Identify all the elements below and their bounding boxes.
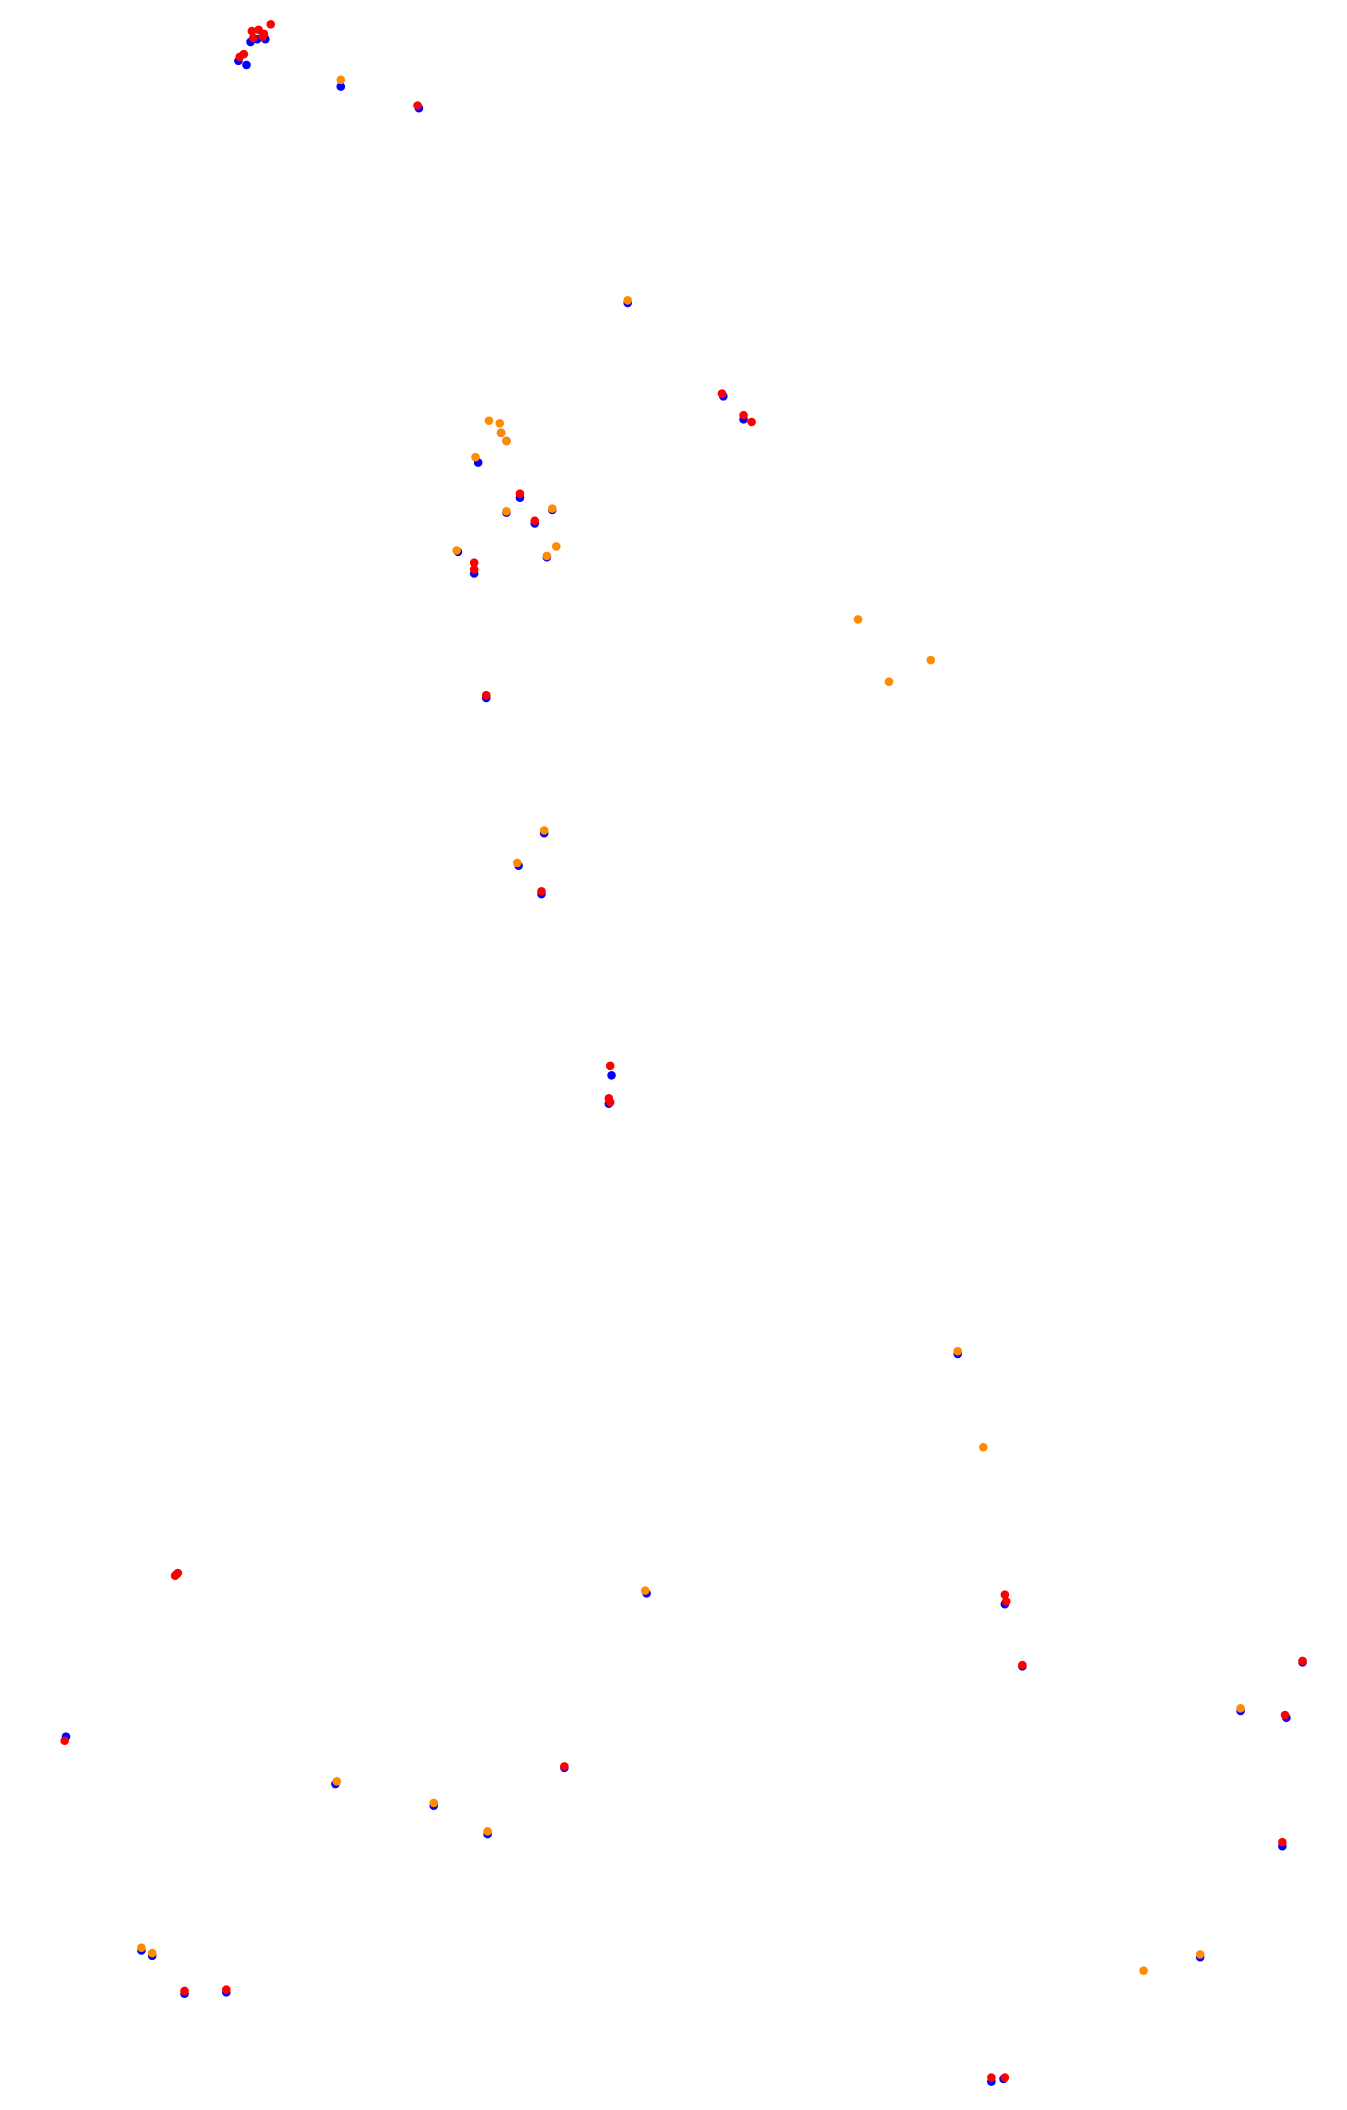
data-point (266, 20, 276, 29)
data-point (623, 295, 633, 305)
data-point (605, 1061, 615, 1071)
data-point (1236, 1703, 1245, 1713)
data-point (452, 546, 461, 555)
data-point (248, 33, 258, 43)
data-point (471, 452, 480, 462)
data-point (180, 1986, 189, 1996)
data-point (560, 1762, 569, 1771)
data-point (484, 416, 494, 425)
data-point (884, 677, 894, 687)
data-point (221, 1985, 231, 1994)
series-2 (137, 75, 1245, 1975)
data-point (552, 542, 561, 551)
data-point (515, 489, 525, 498)
data-point (502, 436, 511, 446)
data-point (469, 565, 479, 574)
data-point (242, 60, 251, 70)
data-point (1001, 1597, 1011, 1606)
data-point (332, 1777, 342, 1786)
data-point (336, 82, 346, 91)
data-point (530, 516, 540, 526)
data-point (258, 32, 267, 41)
series-3 (60, 20, 1307, 2082)
data-point (413, 101, 422, 110)
data-point (1000, 1590, 1010, 1599)
data-point (483, 1827, 492, 1836)
data-point (1139, 1966, 1148, 1975)
data-point (640, 1586, 650, 1595)
data-point (147, 1948, 157, 1958)
data-point (495, 419, 505, 428)
data-point (336, 75, 346, 85)
data-point (547, 504, 557, 513)
data-point (60, 1736, 69, 1746)
data-point (605, 1098, 615, 1107)
data-point (953, 1346, 963, 1356)
data-point (607, 1070, 616, 1080)
data-point (429, 1798, 439, 1808)
data-point (1278, 1837, 1287, 1847)
series-1 (61, 34, 1307, 2086)
data-point (512, 858, 522, 868)
data-point (853, 615, 863, 624)
data-point (173, 1568, 183, 1578)
data-point (1298, 1656, 1307, 1666)
data-point (739, 410, 748, 420)
data-point (1000, 2073, 1010, 2082)
data-point (1195, 1950, 1205, 1959)
data-point (539, 826, 549, 835)
data-point (469, 558, 479, 567)
data-point (481, 690, 491, 700)
data-point (537, 887, 546, 896)
data-point (987, 2073, 996, 2082)
data-point (1280, 1710, 1290, 1720)
data-point (1018, 1660, 1027, 1670)
series-layer (60, 20, 1307, 2086)
data-point (502, 506, 511, 516)
data-point (978, 1442, 988, 1452)
data-point (496, 428, 506, 438)
data-point (717, 389, 727, 398)
data-point (926, 655, 936, 665)
data-point (235, 52, 245, 62)
data-point (542, 551, 552, 561)
data-point (747, 417, 756, 427)
data-point (137, 1943, 146, 1953)
data-point (247, 26, 257, 36)
